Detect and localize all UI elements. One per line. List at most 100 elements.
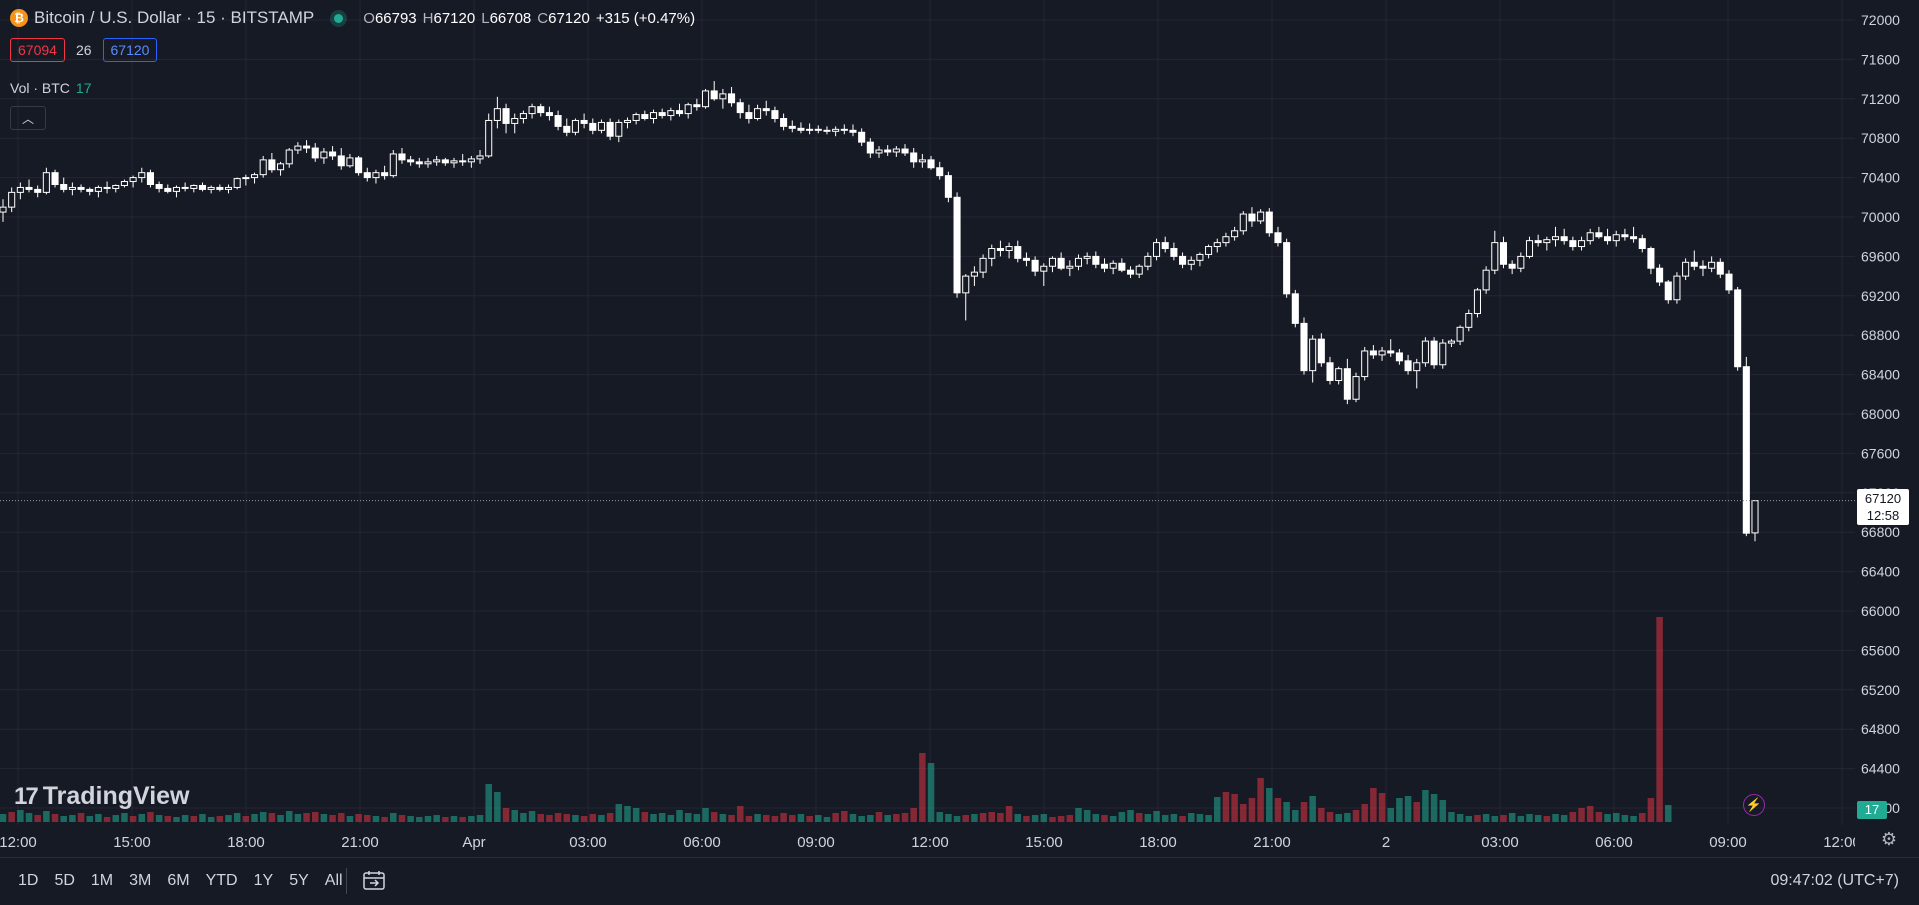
candle — [459, 153, 467, 166]
volume-bar — [953, 816, 961, 822]
volume-bar — [1456, 814, 1464, 822]
candle — [884, 145, 892, 156]
gear-icon[interactable]: ⚙ — [1880, 829, 1898, 849]
range-button-6m[interactable]: 6M — [167, 872, 190, 889]
symbol-title[interactable]: Bitcoin / U.S. Dollar · 15 · BITSTAMP — [34, 8, 315, 27]
candle — [407, 155, 415, 166]
time-tick-label: 15:00 — [1025, 834, 1063, 851]
candle — [1161, 236, 1169, 253]
buy-button[interactable]: 67120 — [102, 38, 158, 62]
candle — [1525, 236, 1534, 259]
price-axis[interactable]: 6400064400648006520065600660006640066800… — [1855, 0, 1919, 825]
volume-bar — [1187, 813, 1195, 822]
volume-bar — [442, 817, 449, 822]
volume-bar — [1370, 788, 1377, 822]
candle — [1291, 289, 1299, 328]
candle — [1170, 242, 1178, 261]
volume-bar — [641, 812, 649, 822]
range-button-3m[interactable]: 3M — [129, 872, 152, 889]
candle — [363, 167, 371, 182]
candle — [1196, 252, 1204, 267]
volume-bar — [1014, 814, 1022, 822]
candle — [1517, 252, 1525, 273]
high-value: 67120 — [433, 9, 476, 27]
volume-bar — [1344, 813, 1351, 822]
candle — [545, 106, 553, 121]
candle — [901, 144, 909, 156]
range-button-1m[interactable]: 1M — [90, 872, 114, 889]
volume-bar — [251, 814, 258, 822]
volume-bar — [103, 817, 111, 822]
volume-bar — [129, 816, 137, 822]
sell-button[interactable]: 67094 — [10, 38, 65, 62]
volume-bar — [1049, 817, 1056, 822]
volume-bar — [121, 813, 128, 822]
candle — [962, 274, 970, 321]
candle — [415, 157, 423, 168]
volume-bar — [1326, 812, 1334, 822]
tradingview-watermark[interactable]: 17 TradingView — [14, 782, 190, 811]
candle — [207, 185, 215, 194]
candlestick-chart[interactable] — [0, 0, 1855, 825]
price-scale[interactable]: 6400064400648006520065600660006640066800… — [1855, 0, 1919, 825]
volume-bar — [979, 813, 987, 822]
market-status-dot[interactable] — [334, 13, 344, 23]
candle — [329, 146, 337, 160]
candle — [502, 103, 510, 134]
candle — [389, 150, 397, 178]
volume-bar — [1656, 617, 1663, 822]
volume-bar — [294, 814, 302, 822]
candle — [146, 169, 154, 188]
volume-bar — [1161, 815, 1169, 822]
volume-bar — [1647, 798, 1655, 822]
candle — [858, 128, 866, 147]
volume-bar — [1665, 805, 1672, 822]
time-scale[interactable]: 12:00 15:00 18:00 21:00 Apr 03:00 06:00 09:00 12… — [0, 825, 1861, 857]
volume-bar — [1560, 815, 1568, 822]
volume-bar — [1300, 802, 1308, 822]
candle — [1560, 228, 1568, 245]
candle — [311, 143, 319, 162]
volume-bar — [181, 815, 189, 822]
volume-bar — [841, 811, 848, 822]
candle — [710, 81, 718, 101]
range-button-1d[interactable]: 1D — [18, 872, 39, 889]
candle — [198, 182, 207, 192]
candle — [1499, 236, 1508, 269]
volume-bar — [190, 816, 198, 822]
range-button-ytd[interactable]: YTD — [205, 872, 238, 889]
price-tick-label: 65200 — [1861, 682, 1900, 698]
collapse-legend-button[interactable]: ︿ — [10, 106, 46, 130]
range-button-5y[interactable]: 5Y — [289, 872, 309, 889]
chart-pane[interactable]: ₿ Bitcoin / U.S. Dollar · 15 · BITSTAMP … — [0, 0, 1855, 825]
volume-bar — [311, 812, 319, 822]
volume-legend[interactable]: Vol · BTC 17 — [10, 80, 91, 96]
volume-bar — [34, 815, 41, 822]
volume-bar — [502, 808, 510, 822]
candle — [1473, 287, 1481, 318]
price-tick-label: 68400 — [1861, 367, 1900, 383]
volume-bar — [771, 816, 779, 822]
time-tick-label: 21:00 — [1253, 834, 1291, 851]
candle — [936, 161, 944, 180]
range-button-all[interactable]: All — [324, 872, 343, 889]
time-tick-label: 12:00 — [911, 834, 949, 851]
candle — [1074, 254, 1083, 271]
lightning-icon[interactable]: ⚡ — [1743, 794, 1765, 816]
candle — [164, 184, 172, 194]
volume-bar — [1318, 808, 1325, 822]
date-range-calendar-icon[interactable] — [361, 870, 387, 892]
time-tick-label: 03:00 — [1481, 834, 1519, 851]
candle — [1265, 208, 1273, 237]
candle — [1126, 266, 1135, 279]
volume-bar — [364, 815, 371, 822]
volume-bar — [762, 815, 770, 822]
timezone-clock[interactable]: 09:47:02 (UTC+7) — [1770, 872, 1899, 889]
time-axis[interactable]: 12:00 15:00 18:00 21:00 Apr 03:00 06:00 09:00 12… — [0, 825, 1861, 857]
candle — [86, 187, 94, 196]
candle — [34, 185, 42, 198]
candle — [1066, 260, 1074, 277]
range-button-1y[interactable]: 1Y — [253, 872, 274, 889]
range-button-5d[interactable]: 5D — [54, 872, 75, 889]
volume-bar — [1057, 816, 1065, 822]
